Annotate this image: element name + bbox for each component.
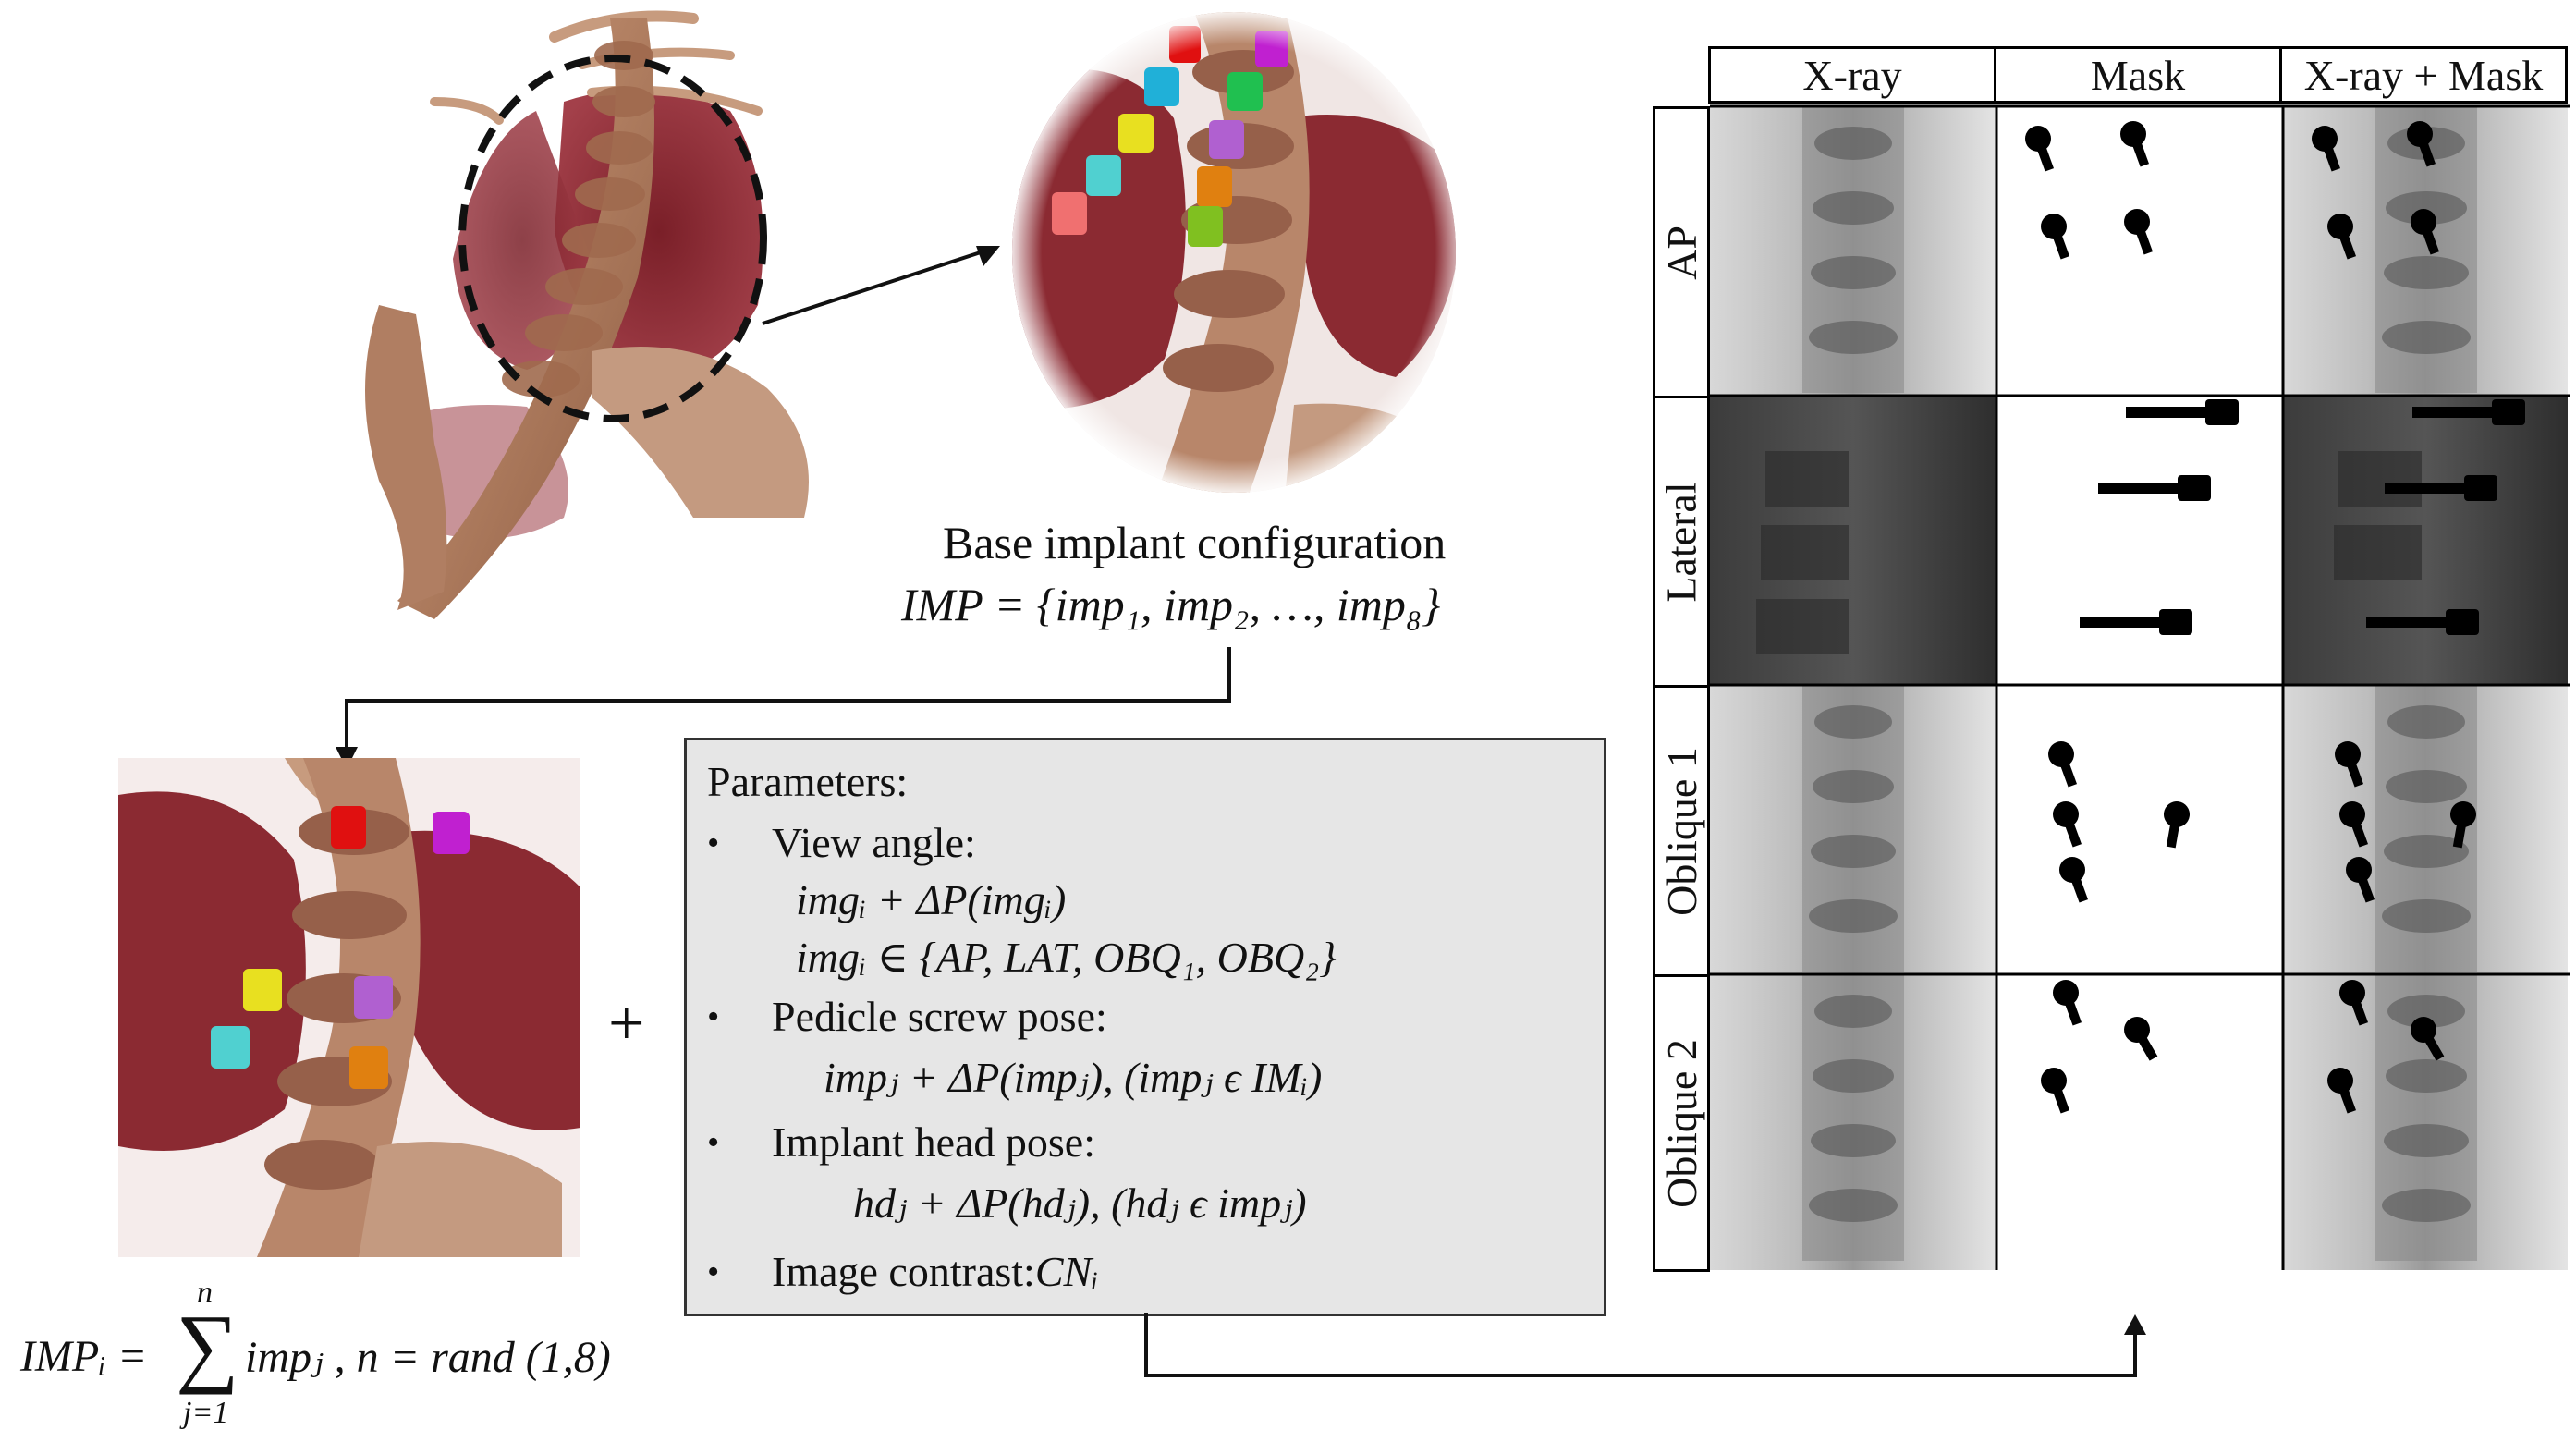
panel-lateral-overlay [2283,396,2568,685]
param-contrast-symbol: CNᵢ [1034,1248,1099,1295]
row-header-lateral-text: Lateral [1657,481,1705,603]
row-header-oblique1-text: Oblique 1 [1657,746,1705,916]
param-screw-pose-label: Pedicle screw pose: [772,993,1107,1040]
parameters-box: Parameters: • View angle: imgᵢ + ΔP(imgᵢ… [684,738,1606,1316]
plus-sign: + [608,988,645,1059]
sum-upper-limit: n [197,1276,213,1310]
column-header-mask-text: Mask [2090,51,2186,99]
panel-lateral-mask [1996,396,2283,685]
bullet-glyph: • [707,1123,720,1162]
zoom-arrow [762,246,1000,325]
sum-lower-limit: j=1 [183,1396,229,1430]
spine-render-full [365,10,809,619]
param-head-pose-line1: hdⱼ + ΔP(hdⱼ), (hdⱼ ϵ impⱼ) [853,1179,1307,1227]
param-screw-pose-line1: impⱼ + ΔP(impⱼ), (impⱼ ϵ IMᵢ) [824,1054,1323,1101]
row-header-oblique2-text: Oblique 2 [1657,1038,1705,1208]
param-view-angle-label: View angle: [772,819,976,866]
panel-oblique2-xray [1710,974,1996,1270]
param-contrast-text: Image contrast: [772,1248,1035,1295]
row-header-ap-text: AP [1657,225,1705,280]
sampled-formula-rhs: impⱼ , n = rand (1,8) [245,1333,611,1382]
base-config-title: Base implant configuration [943,517,1447,568]
row-header-lateral: Lateral [1653,396,1710,688]
panel-ap-xray [1710,106,1996,396]
panel-lateral-xray [1710,396,1996,685]
column-header-xray-text: X-ray [1802,51,1902,99]
panel-oblique2-mask [1996,974,2283,1270]
parameters-heading: Parameters: [707,758,909,805]
sampled-formula-lhs: IMPᵢ = [20,1332,148,1381]
dashed-selection-circle [458,55,767,422]
sum-symbol: ∑ [176,1296,239,1395]
param-view-angle-line1: imgᵢ + ΔP(imgᵢ) [796,876,1067,923]
spine-render-sampled [118,758,580,1257]
connector-arrow-right [1144,1313,2146,1377]
row-header-ap: AP [1653,106,1710,398]
panel-oblique1-xray [1710,685,1996,974]
bullet-glyph: • [707,997,720,1036]
spine-zoom-circle [1012,12,1456,493]
column-header-mask: Mask [1994,46,2282,104]
implant-heads-sampled [211,806,470,1089]
column-header-overlay-text: X-ray + Mask [2303,51,2544,99]
base-config-formula: IMP = {imp₁, imp₂, …, imp₈} [901,579,1441,630]
param-head-pose-label: Implant head pose: [772,1118,1096,1166]
panel-oblique2-overlay [2283,974,2568,1270]
arrow-head [976,246,1000,266]
bullet-glyph: • [707,824,720,862]
grid-lines [1710,104,2570,1270]
panel-ap-mask [1996,106,2283,396]
arrow-head [2124,1314,2146,1335]
bullet-glyph: • [707,1253,720,1291]
panel-oblique1-mask [1996,685,2283,974]
panel-ap-overlay [2283,106,2568,396]
param-view-angle-line2: imgᵢ ∈ {AP, LAT, OBQ₁, OBQ₂} [796,934,1337,981]
param-contrast-label: Image contrast:CNᵢ [772,1251,1098,1293]
panel-oblique1-overlay [2283,685,2568,974]
row-header-oblique2: Oblique 2 [1653,974,1710,1272]
row-header-oblique1: Oblique 1 [1653,685,1710,977]
column-header-overlay: X-ray + Mask [2279,46,2568,104]
column-header-xray: X-ray [1708,46,1996,104]
